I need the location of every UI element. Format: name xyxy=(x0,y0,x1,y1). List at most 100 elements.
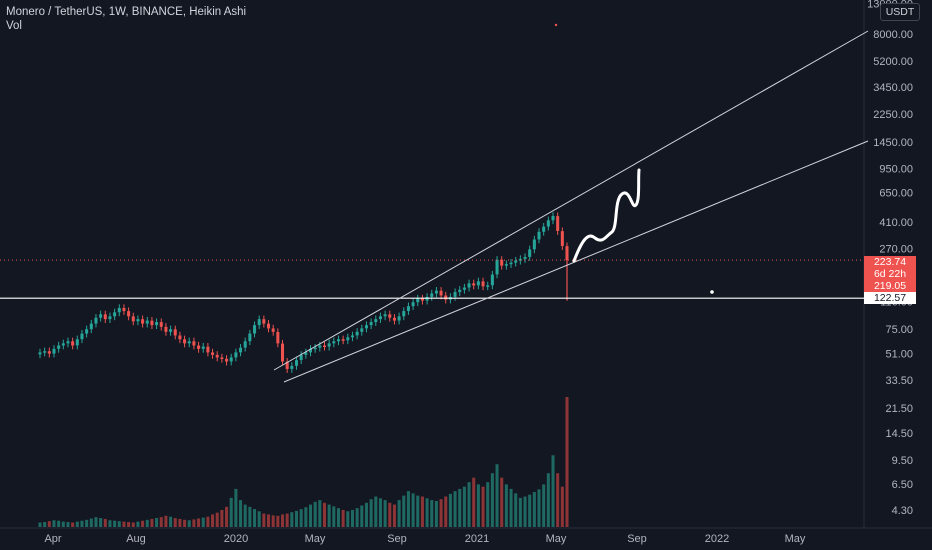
price-tick-label: 75.00 xyxy=(885,324,913,336)
volume-bar xyxy=(406,491,410,527)
currency-button[interactable]: USDT xyxy=(880,3,920,21)
candle-body xyxy=(94,317,98,324)
volume-bar xyxy=(313,501,317,527)
candle-body xyxy=(173,329,177,336)
volume-bar xyxy=(43,522,47,527)
volume-bar xyxy=(500,477,504,527)
volume-bar xyxy=(397,500,401,527)
time-tick-label: May xyxy=(546,533,567,545)
candle-body xyxy=(411,302,415,307)
candle-body xyxy=(537,231,541,240)
candle-body xyxy=(341,339,345,341)
candle-body xyxy=(327,343,331,347)
volume-bar xyxy=(57,520,61,527)
time-axis[interactable]: Apr Aug 2020 May Sep 2021 May Sep 2022 May xyxy=(44,533,805,545)
volume-bar xyxy=(439,499,443,527)
candle-body xyxy=(141,319,145,324)
candle-body xyxy=(444,295,448,300)
price-tick-label: 14.50 xyxy=(885,428,913,440)
candle-body xyxy=(192,341,196,346)
candle-body xyxy=(556,216,560,231)
volume-bar xyxy=(518,497,522,527)
candle-body xyxy=(486,285,490,287)
volume-bar xyxy=(444,496,448,527)
candle-body xyxy=(234,352,238,358)
volume-bar xyxy=(80,520,84,527)
candle-body xyxy=(481,281,485,287)
volume-bar xyxy=(304,507,308,527)
volume-bar xyxy=(187,520,191,527)
time-tick-label: May xyxy=(305,533,326,545)
upper-trendline[interactable] xyxy=(273,30,869,371)
candle-body xyxy=(532,239,536,250)
candle-body xyxy=(322,345,327,348)
volume-bar xyxy=(546,473,550,527)
volume-bar xyxy=(383,500,387,527)
volume-bar xyxy=(294,510,299,527)
candle-body xyxy=(187,341,191,344)
candle-body xyxy=(197,345,201,349)
price-tick-label: 4.30 xyxy=(892,505,913,517)
volume-bar xyxy=(462,486,466,527)
volume-bar xyxy=(565,397,569,527)
candle-body xyxy=(453,292,457,297)
candle-body xyxy=(99,314,103,318)
candle-body xyxy=(318,345,322,348)
candle-body xyxy=(439,290,443,296)
volume-bar xyxy=(490,473,494,527)
volume-bar xyxy=(514,493,518,527)
volume-bar xyxy=(211,514,215,527)
countdown-tag: 6d 22h xyxy=(864,268,916,280)
candle-body xyxy=(113,312,117,317)
candle-body xyxy=(215,354,219,358)
candle-body xyxy=(467,283,471,288)
candle-body xyxy=(145,320,149,324)
volume-bar xyxy=(458,488,462,527)
time-tick-label: Aug xyxy=(126,533,146,545)
candle-body xyxy=(225,358,229,362)
volume-bar xyxy=(108,520,112,527)
volume-bar xyxy=(201,517,205,527)
price-tick-label: 950.00 xyxy=(879,164,913,176)
candle-body xyxy=(71,341,75,346)
volume-bar xyxy=(61,521,65,527)
price-tick-label: 3450.00 xyxy=(873,82,913,94)
candle-body xyxy=(131,316,135,322)
volume-bar xyxy=(336,508,340,527)
volume-bar xyxy=(159,517,163,527)
volume-bar xyxy=(509,488,513,527)
candle-body xyxy=(458,289,462,293)
symbol-title[interactable]: Monero / TetherUS, 1W, BINANCE, Heikin A… xyxy=(6,6,247,18)
candle-body xyxy=(52,348,56,354)
price-tick-label: 33.50 xyxy=(885,375,913,387)
candle-body xyxy=(350,335,354,338)
last-price-tag: 223.74 xyxy=(864,256,916,268)
candle-body xyxy=(38,352,42,355)
candle-body xyxy=(336,339,340,342)
candle-body xyxy=(509,262,513,265)
volume-label[interactable]: Vol xyxy=(6,20,22,32)
candle-body xyxy=(364,325,368,329)
volume-bar xyxy=(472,477,476,527)
lower-trendline[interactable] xyxy=(283,140,869,383)
candle-body xyxy=(239,347,243,353)
volume-bar xyxy=(75,521,79,527)
volume-bar xyxy=(164,515,168,527)
freehand-projection[interactable] xyxy=(572,168,641,263)
candle-body xyxy=(355,331,359,336)
volume-bar xyxy=(127,522,131,527)
trend-drawings[interactable] xyxy=(0,23,869,383)
candle-body xyxy=(360,328,364,332)
volume-bar xyxy=(378,498,382,527)
volume-bar xyxy=(173,518,177,527)
candle-body xyxy=(201,346,205,349)
volume-bar xyxy=(332,506,336,527)
volume-bar xyxy=(467,482,471,527)
grid xyxy=(0,0,932,529)
candle-body xyxy=(462,287,466,290)
candle-body xyxy=(383,314,387,317)
candles xyxy=(38,212,569,373)
volume-bar xyxy=(537,489,541,527)
volume-bar xyxy=(253,509,257,527)
